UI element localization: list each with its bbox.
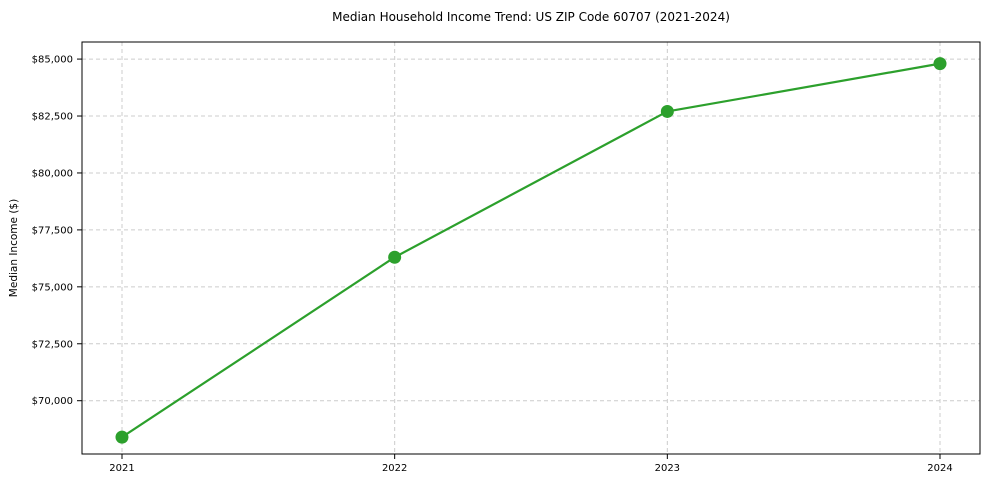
y-tick-label: $77,500 — [32, 225, 73, 236]
y-tick-label: $72,500 — [32, 339, 73, 350]
data-point — [388, 250, 402, 264]
data-point — [115, 430, 129, 444]
y-tick-label: $82,500 — [32, 112, 73, 123]
y-tick-label: $70,000 — [32, 396, 73, 407]
y-tick-label: $80,000 — [32, 168, 73, 179]
axis-ticks — [77, 58, 941, 459]
x-tick-label: 2023 — [655, 463, 680, 474]
chart-title: Median Household Income Trend: US ZIP Co… — [332, 10, 730, 24]
y-tick-label: $75,000 — [32, 282, 73, 293]
x-tick-label: 2021 — [109, 463, 134, 474]
data-series — [115, 57, 947, 444]
x-tick-label: 2024 — [927, 463, 952, 474]
trend-line — [120, 62, 942, 439]
data-point — [933, 57, 947, 71]
x-tick-label: 2022 — [382, 463, 407, 474]
y-tick-label: $85,000 — [32, 55, 73, 66]
y-axis-label: Median Income ($) — [8, 199, 20, 297]
axis-tick-labels: $70,000 $72,500 $75,000 $77,500 $80,000 $82,5… — [32, 55, 953, 474]
data-point — [660, 104, 674, 118]
plot-border — [81, 41, 981, 455]
gridlines — [82, 42, 980, 454]
